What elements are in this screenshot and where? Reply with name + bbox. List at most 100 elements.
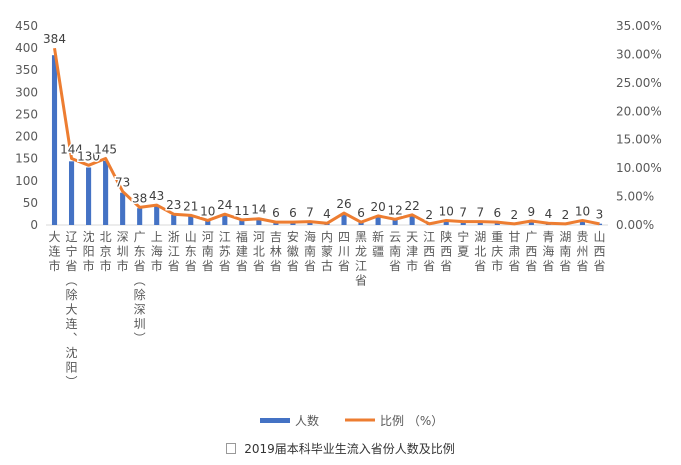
category-label: 新疆 [372,229,384,259]
bar-value-label: 24 [217,198,232,212]
bar [579,220,586,225]
y-right-tick: 5.00% [616,190,654,204]
bar-value-label: 7 [306,206,314,220]
bar-value-label: 2 [425,208,433,222]
bar [68,161,75,225]
bar [596,223,603,225]
figure-caption: 2019届本科毕业生流入省份人数及比例 [0,440,681,457]
category-label: 黑龙江省 [355,230,367,288]
y-right-tick: 10.00% [616,161,662,175]
y-right-tick: 15.00% [616,133,662,147]
category-label: 吉林省 [270,230,282,273]
bar-value-label: 12 [387,203,402,217]
y-left-tick: 0 [30,218,38,232]
category-label: 宁夏 [457,229,469,259]
category-label: 湖南省 [559,229,571,273]
category-label: 浙江省 [168,230,180,273]
category-label: 河南省 [202,230,214,273]
category-label: 江西省 [423,230,435,273]
y-left-tick: 50 [23,196,38,210]
bar [51,55,58,225]
bar-value-label: 6 [357,206,365,220]
y-left-tick: 250 [15,107,38,121]
bar-value-label: 2 [511,208,519,222]
axes: 0 50 100 150 200 250 300 350 400 450 0.00% 5.00% 10.… [15,19,662,232]
bar [409,215,415,225]
bar-value-label: 3 [596,208,604,222]
legend: 人数 比例 （%） [260,413,443,428]
y-left-tick: 400 [15,41,38,55]
bar-value-label: 7 [476,206,484,220]
bar [188,215,194,225]
category-label: 上海市 [151,230,163,273]
bar-value-label: 21 [183,199,198,213]
category-label: 深圳市 [117,230,129,273]
y-right-tick: 30.00% [616,47,662,61]
y-left-tick: 150 [15,152,38,166]
y-right-tick: 0.00% [616,218,654,232]
category-label: 贵州省 [576,230,588,273]
bar-value-label: 38 [132,191,147,205]
bar [528,221,534,225]
bar [392,219,398,225]
category-label: 天津市 [406,230,418,273]
bar-value-label: 10 [575,204,590,218]
legend-line-label: 比例 （%） [380,414,443,428]
y-right-tick: 25.00% [616,76,662,90]
bar-value-label: 2 [562,208,570,222]
bar [137,208,143,225]
category-label: 北京市 [100,230,112,273]
category-label: 山西省 [593,230,605,273]
category-label: 陕西省 [440,229,452,273]
caption-text: 2019届本科毕业生流入省份人数及比例 [244,442,455,456]
legend-bar-label: 人数 [295,413,319,428]
bar [358,222,364,225]
category-label: 江苏省 [219,230,231,273]
category-label: 重庆市 [491,230,503,273]
bar-value-label: 6 [289,206,297,220]
y-left-tick: 300 [15,85,38,99]
bar-value-label: 20 [370,200,385,214]
y-right-tick: 35.00% [616,19,662,33]
legend-bar-swatch [260,418,290,423]
ratio-line [53,47,600,226]
bar [341,213,347,225]
bar-value-label: 7 [459,206,467,220]
bar [494,222,500,225]
bar-value-label: 384 [43,32,66,46]
category-label: 甘肃省 [508,230,520,273]
category-label: 广东省︵除深圳︶ [134,230,146,346]
bar [154,205,160,225]
bar [86,167,92,225]
bar-value-label: 26 [336,197,351,211]
category-label: 安徽省 [287,229,299,273]
bar-value-label: 10 [439,204,454,218]
y-left-tick: 350 [15,63,38,77]
bar-value-label: 9 [528,205,536,219]
caption-marker-icon [226,443,237,454]
bar [171,214,177,225]
category-label: 河北省 [253,230,265,273]
bar-value-label: 23 [166,198,181,212]
bar-value-label: 11 [234,204,249,218]
chart: 0 50 100 150 200 250 300 350 400 450 0.00% 5.00% 10.… [15,19,662,428]
y-left-tick: 450 [15,19,38,33]
y-left-tick: 200 [15,130,38,144]
category-label: 四川省 [338,230,350,273]
category-label: 山东省 [185,230,197,273]
bar-value-label: 4 [545,207,553,221]
bar-value-label: 43 [149,189,164,203]
bar-value-label: 6 [493,206,501,220]
bar [375,216,381,225]
category-label: 青海省 [542,230,554,273]
category-label: 沈阳市 [83,229,95,273]
category-label: 湖北省 [474,229,486,273]
bar-value-label: 6 [272,206,280,220]
bar [256,218,262,225]
bar [307,221,313,225]
bar-value-label: 130 [77,149,100,163]
bar [239,220,245,225]
bar [205,220,211,225]
